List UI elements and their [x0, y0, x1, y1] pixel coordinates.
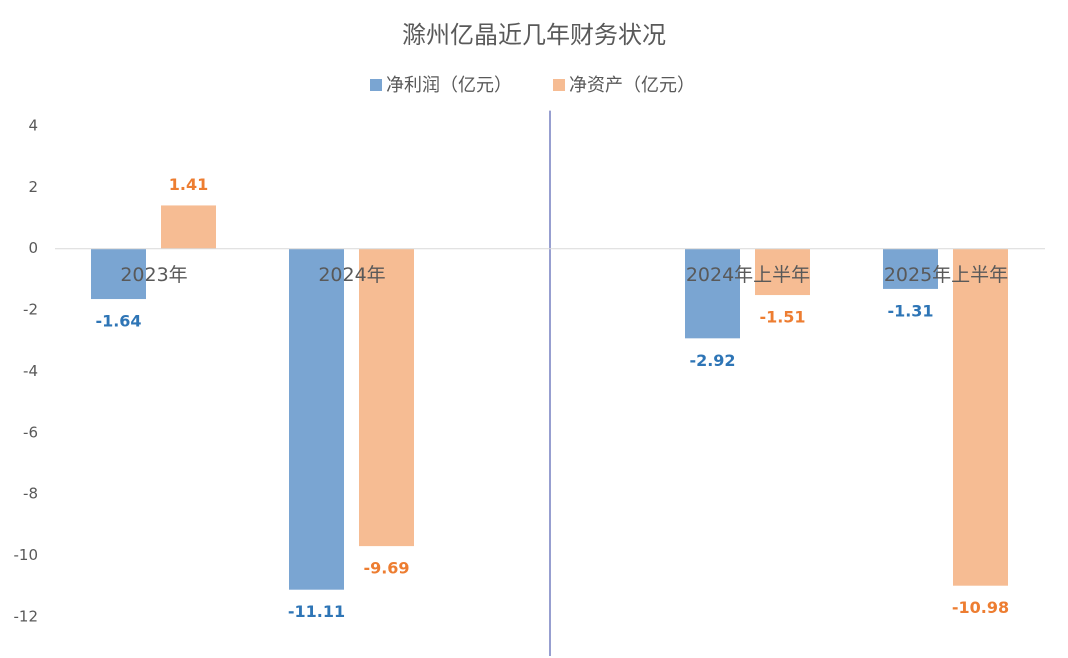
y-tick-label: 0 [28, 239, 38, 257]
data-label: -11.11 [288, 602, 345, 621]
x-tick-label: 2024年上半年 [686, 264, 810, 286]
bar [289, 248, 344, 590]
x-tick-label: 2023年 [120, 264, 187, 286]
y-tick-label: -6 [23, 423, 38, 441]
bar [161, 205, 216, 249]
bar [91, 248, 146, 300]
y-tick-label: -4 [23, 362, 38, 380]
legend-swatch [553, 79, 565, 91]
y-tick-label: -10 [14, 546, 39, 564]
data-label: 1.41 [169, 175, 208, 194]
y-tick-label: -8 [23, 485, 38, 503]
y-tick-label: -12 [14, 608, 39, 626]
legend-label: 净利润（亿元） [386, 75, 512, 96]
data-label: -9.69 [363, 559, 409, 578]
data-label: -1.31 [887, 301, 933, 320]
data-label: -1.64 [95, 312, 141, 331]
bar [685, 248, 740, 339]
x-tick-label: 2025年上半年 [884, 264, 1008, 286]
data-label: -2.92 [689, 351, 735, 370]
legend-swatch [370, 79, 382, 91]
bar [755, 248, 810, 296]
chart-title: 滁州亿晶近几年财务状况 [402, 21, 666, 49]
legend-label: 净资产（亿元） [569, 75, 695, 96]
data-label: -10.98 [952, 598, 1009, 617]
y-tick-label: -2 [23, 301, 38, 319]
data-label: -1.51 [759, 308, 805, 327]
bar [883, 248, 938, 289]
x-tick-label: 2024年 [318, 264, 385, 286]
y-tick-label: 2 [28, 178, 38, 196]
bar [953, 248, 1008, 586]
y-tick-label: 4 [28, 116, 38, 134]
bar [359, 248, 414, 547]
